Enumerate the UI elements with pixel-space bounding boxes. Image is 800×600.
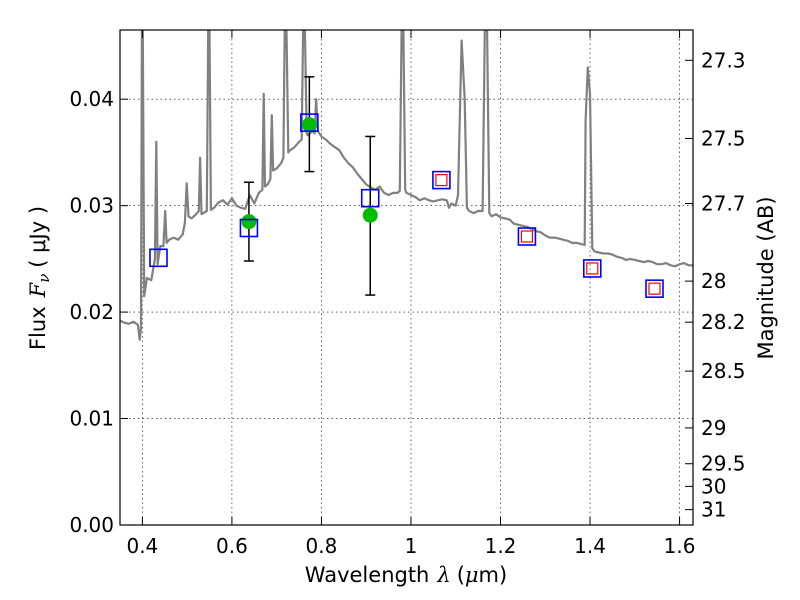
upper-limit-square [586,262,599,275]
y-tick-label: 0.01 [69,407,114,431]
grid-lines [120,30,693,526]
x-tick-label: 1 [405,534,418,558]
observed-flux-point [301,117,317,133]
x-axis-label: Wavelength λ (μm) [305,563,507,587]
upper-limit-square [435,173,448,187]
y2-tick-label: 28.5 [701,359,746,383]
observed-flux-point [241,214,257,230]
y2-tick-label: 30 [701,474,726,498]
y2-tick-label: 28 [701,269,726,293]
observed-flux-point [362,207,378,223]
y-tick-label: 0.00 [69,513,114,537]
model-band-flux-square [360,188,380,208]
upper-limit-square [520,230,534,243]
y2-axis-label: Magnitude (AB) [754,196,778,359]
y2-tick-label: 29 [701,416,726,440]
y-tick-label: 0.02 [69,300,114,324]
model-spectrum-line [120,30,693,341]
model-band-flux-square [149,248,168,268]
x-tick-label: 1.6 [664,534,696,558]
model-band-flux-square [582,259,602,278]
x-tick-label: 0.8 [306,534,338,558]
x-tick-label: 1.2 [485,534,517,558]
model-band-flux-square [432,170,451,190]
x-tick-label: 0.4 [126,534,158,558]
upper-limit-square [648,282,661,295]
y-tick-label: 0.04 [69,87,114,111]
axis-ticks: 0.4 0.6 0.8 1 1.2 1.4 1.6 0.00 0.01 0.02 0.03 0.04 2… [69,30,746,558]
plot-frame [119,29,694,526]
model-band-flux-square [517,227,537,246]
model-band-flux-square [239,218,259,238]
x-tick-label: 0.6 [216,534,248,558]
y2-tick-label: 28.2 [701,310,746,334]
y2-tick-label: 31 [701,498,726,522]
model-band-flux-square [645,279,664,298]
x-tick-label: 1.4 [574,534,606,558]
model-band-flux-square [300,113,319,132]
plot-content [120,30,693,341]
y2-tick-label: 27.5 [701,126,746,150]
y-tick-label: 0.03 [69,194,114,218]
y2-tick-label: 29.5 [701,452,746,476]
y2-tick-label: 27.3 [701,48,746,72]
y2-tick-label: 27.7 [701,192,746,216]
y-axis-label: FluxFν( μJy ) [26,206,53,350]
